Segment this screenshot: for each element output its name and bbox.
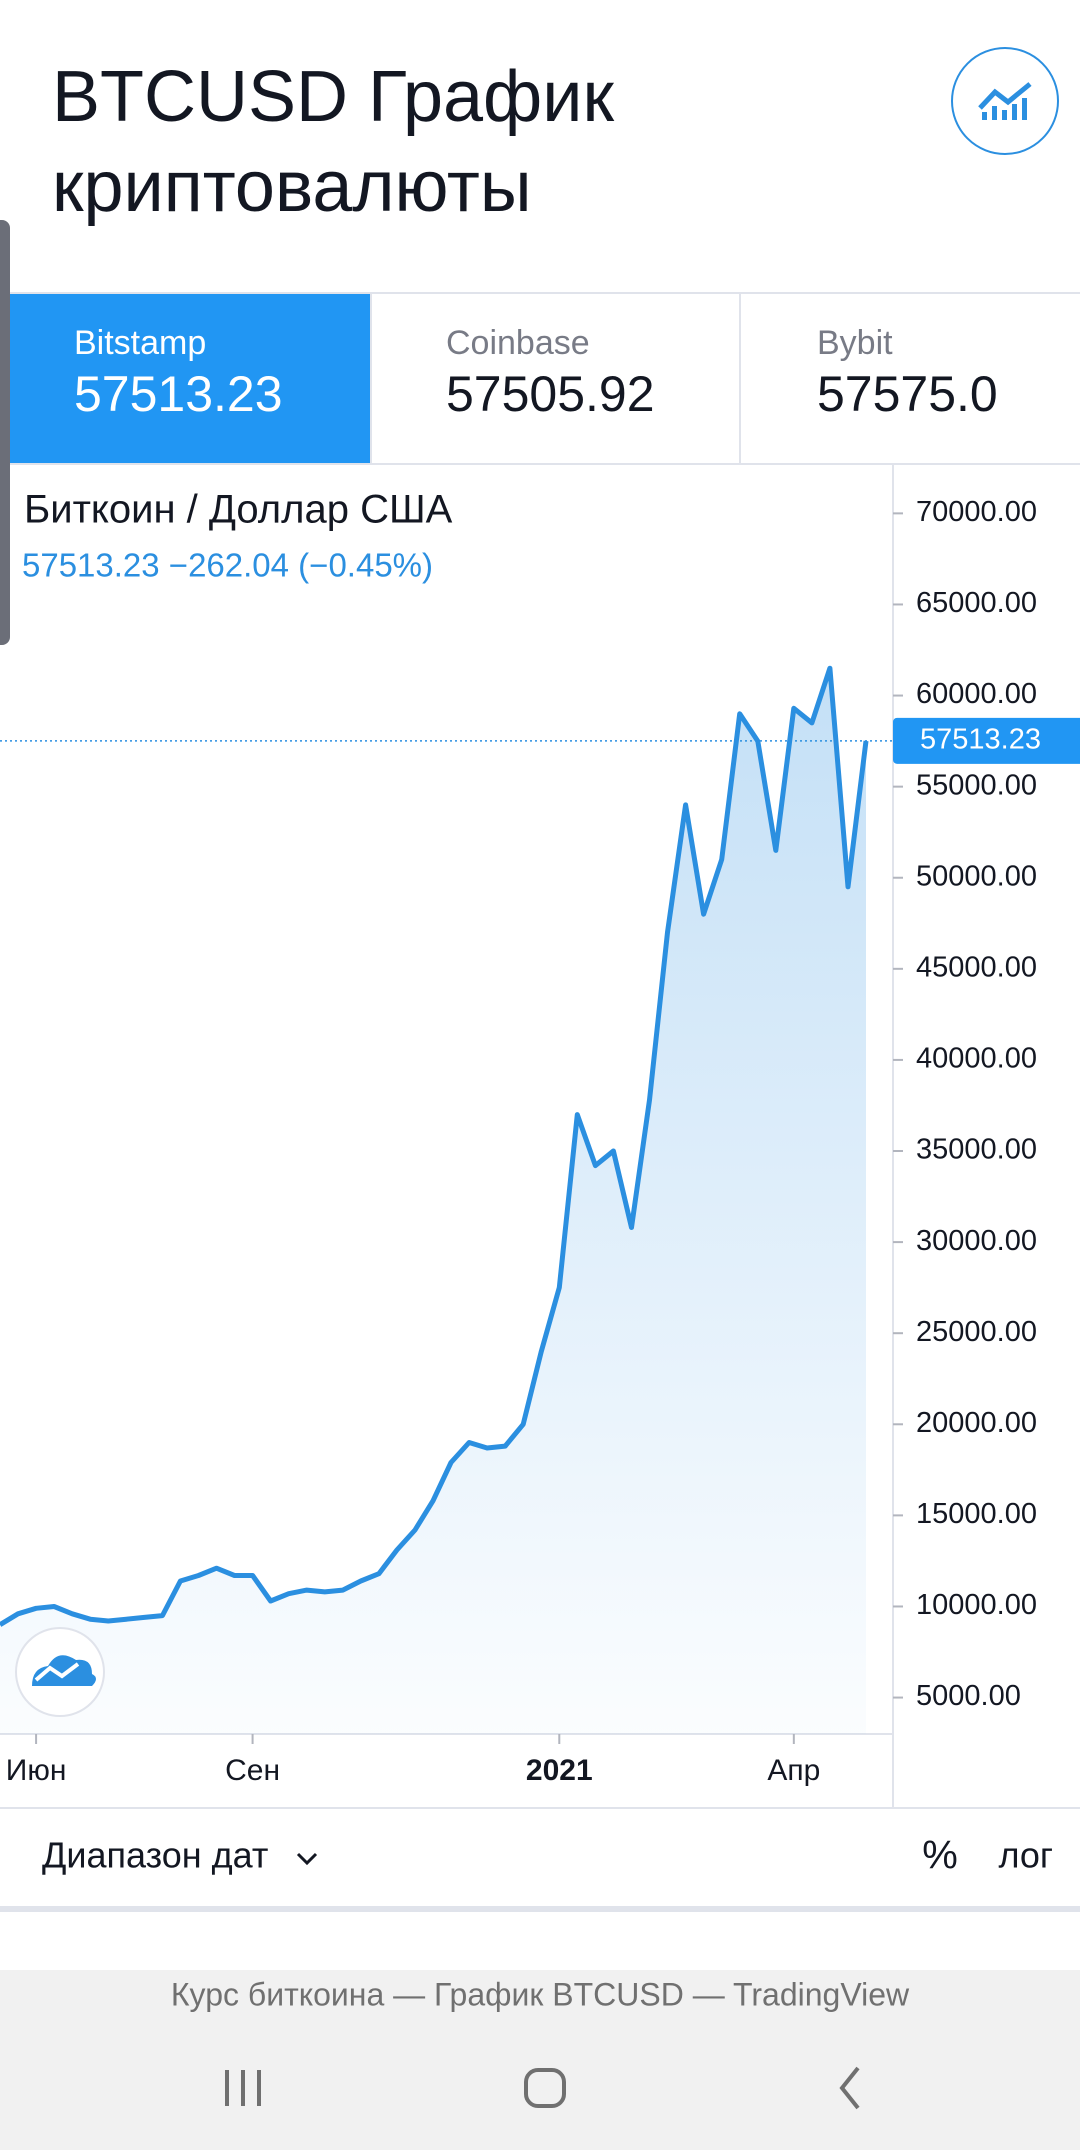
x-tick-label: Сен [225, 1754, 280, 1787]
exchange-tab-active[interactable] [0, 294, 371, 463]
price-line [0, 665, 869, 1627]
chart-button[interactable] [951, 47, 1059, 155]
date-range-button[interactable]: Диапазон дат [42, 1835, 268, 1876]
y-tick-label: 45000.00 [916, 951, 1037, 983]
dropdown-icon [296, 1852, 318, 1866]
exchange-price: 57575.0 [817, 366, 998, 422]
exchange-name: Bybit [817, 324, 893, 362]
x-tick-label: Апр [767, 1754, 820, 1787]
y-tick-label: 55000.00 [916, 769, 1037, 801]
y-tick-label: 70000.00 [916, 496, 1037, 528]
page-title: криптовалюты [52, 147, 532, 227]
exchange-price: 57513.23 [74, 366, 283, 422]
area [0, 668, 866, 1735]
nav-bar [225, 2066, 860, 2110]
x-tick-label: Июн [6, 1754, 67, 1787]
home[interactable] [524, 2068, 566, 2108]
y-tick-label: 5000.00 [916, 1680, 1021, 1712]
back[interactable] [839, 2066, 860, 2110]
recent-apps[interactable] [225, 2070, 261, 2106]
y-tick-label: 10000.00 [916, 1589, 1037, 1621]
page-title: BTCUSD График [52, 57, 615, 137]
chart-style-button[interactable] [15, 1627, 105, 1717]
exchange-price: 57505.92 [446, 366, 655, 422]
page-footer-title: Курс биткоина — График BTCUSD — TradingV… [171, 1976, 910, 2012]
side-handle[interactable] [0, 220, 10, 645]
y-tick-label: 35000.00 [916, 1134, 1037, 1166]
y-tick-label: 30000.00 [916, 1225, 1037, 1257]
footer [0, 1970, 1080, 2150]
exchange-name: Coinbase [446, 324, 590, 362]
percent-toggle[interactable]: % [922, 1834, 958, 1878]
divider [0, 1906, 1080, 1912]
y-tick-label: 65000.00 [916, 587, 1037, 619]
last-price-label: 57513.23 [920, 724, 1041, 756]
last-price-box [893, 717, 1080, 764]
chart-title: Биткоин / Доллар США [24, 488, 453, 532]
y-tick-label: 40000.00 [916, 1043, 1037, 1075]
exchange-name: Bitstamp [74, 324, 206, 362]
y-tick-label: 50000.00 [916, 860, 1037, 892]
y-tick-label: 60000.00 [916, 678, 1037, 710]
y-tick-label: 25000.00 [916, 1316, 1037, 1348]
log-toggle[interactable]: лог [998, 1835, 1053, 1876]
chart-subtitle: 57513.23 −262.04 (−0.45%) [22, 547, 433, 584]
y-tick-label: 15000.00 [916, 1498, 1037, 1530]
x-tick-label: 2021 [526, 1754, 593, 1787]
y-tick-label: 20000.00 [916, 1407, 1037, 1439]
